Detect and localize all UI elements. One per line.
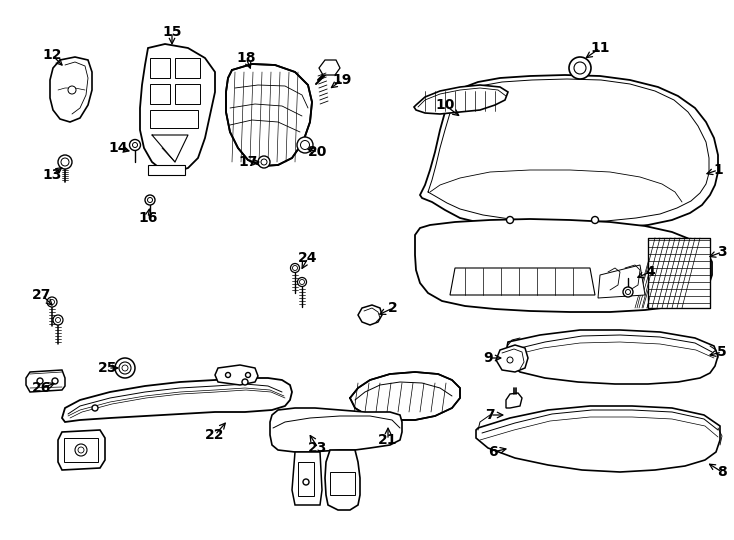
Text: 24: 24 [298, 251, 318, 265]
Circle shape [119, 362, 131, 374]
Circle shape [145, 195, 155, 205]
Circle shape [78, 447, 84, 453]
Text: 21: 21 [378, 433, 398, 447]
Circle shape [56, 318, 60, 322]
Text: 27: 27 [32, 288, 51, 302]
Text: 3: 3 [717, 245, 727, 259]
Polygon shape [504, 440, 522, 456]
Circle shape [61, 158, 69, 166]
Circle shape [297, 137, 313, 153]
Polygon shape [150, 110, 198, 128]
Polygon shape [150, 84, 170, 104]
Circle shape [225, 373, 230, 377]
Text: 15: 15 [162, 25, 182, 39]
Text: 4: 4 [645, 265, 655, 279]
Polygon shape [292, 452, 322, 505]
Circle shape [625, 289, 631, 294]
Text: 23: 23 [308, 441, 327, 455]
Circle shape [133, 143, 137, 147]
Circle shape [122, 365, 128, 371]
Polygon shape [496, 345, 528, 372]
Circle shape [293, 266, 297, 271]
Polygon shape [506, 330, 718, 384]
Circle shape [507, 357, 513, 363]
Circle shape [592, 217, 598, 224]
Circle shape [303, 479, 309, 485]
Polygon shape [420, 75, 718, 230]
Circle shape [242, 379, 248, 385]
Text: 12: 12 [43, 48, 62, 62]
Circle shape [245, 373, 250, 377]
Circle shape [75, 444, 87, 456]
Text: 17: 17 [239, 155, 258, 169]
Text: 1: 1 [713, 163, 723, 177]
Text: 13: 13 [43, 168, 62, 182]
Circle shape [569, 57, 591, 79]
Text: 9: 9 [483, 351, 493, 365]
Circle shape [47, 297, 57, 307]
Polygon shape [226, 64, 312, 166]
Circle shape [52, 378, 58, 384]
Text: 7: 7 [485, 408, 495, 422]
Polygon shape [140, 44, 215, 172]
Text: 16: 16 [138, 211, 158, 225]
Polygon shape [325, 450, 360, 510]
Circle shape [92, 405, 98, 411]
Circle shape [49, 300, 54, 305]
Circle shape [297, 278, 307, 287]
Circle shape [58, 155, 72, 169]
Polygon shape [150, 58, 170, 78]
Polygon shape [330, 472, 355, 495]
Text: 5: 5 [717, 345, 727, 359]
Polygon shape [358, 305, 382, 325]
Polygon shape [215, 365, 258, 385]
Circle shape [258, 156, 270, 168]
Circle shape [37, 378, 43, 384]
Text: 20: 20 [308, 145, 327, 159]
Circle shape [291, 264, 299, 273]
Circle shape [300, 140, 310, 150]
Circle shape [574, 62, 586, 74]
Text: 10: 10 [435, 98, 454, 112]
Text: 6: 6 [488, 445, 498, 459]
Circle shape [299, 280, 305, 285]
Text: 26: 26 [32, 381, 51, 395]
Polygon shape [319, 60, 340, 75]
Text: 8: 8 [717, 465, 727, 479]
Polygon shape [270, 408, 402, 452]
Circle shape [506, 217, 514, 224]
Circle shape [623, 287, 633, 297]
Text: 14: 14 [108, 141, 128, 155]
Circle shape [129, 139, 140, 151]
Text: 2: 2 [388, 301, 398, 315]
Polygon shape [64, 438, 98, 462]
Polygon shape [598, 265, 645, 298]
Polygon shape [648, 238, 710, 308]
Text: 25: 25 [98, 361, 117, 375]
Polygon shape [415, 219, 712, 312]
Circle shape [68, 86, 76, 94]
Text: 18: 18 [236, 51, 255, 65]
Circle shape [115, 358, 135, 378]
Text: 11: 11 [590, 41, 610, 55]
Polygon shape [298, 462, 314, 496]
Polygon shape [414, 85, 508, 114]
Polygon shape [476, 406, 720, 472]
Polygon shape [50, 57, 92, 122]
Polygon shape [58, 430, 105, 470]
Text: 22: 22 [206, 428, 225, 442]
Polygon shape [148, 165, 185, 175]
Circle shape [261, 159, 267, 165]
Polygon shape [450, 268, 595, 295]
Circle shape [148, 198, 153, 202]
Polygon shape [26, 370, 65, 392]
Polygon shape [506, 393, 522, 408]
Polygon shape [62, 378, 292, 422]
Circle shape [53, 315, 63, 325]
Polygon shape [175, 58, 200, 78]
Polygon shape [350, 372, 460, 420]
Polygon shape [175, 84, 200, 104]
Text: 19: 19 [333, 73, 352, 87]
